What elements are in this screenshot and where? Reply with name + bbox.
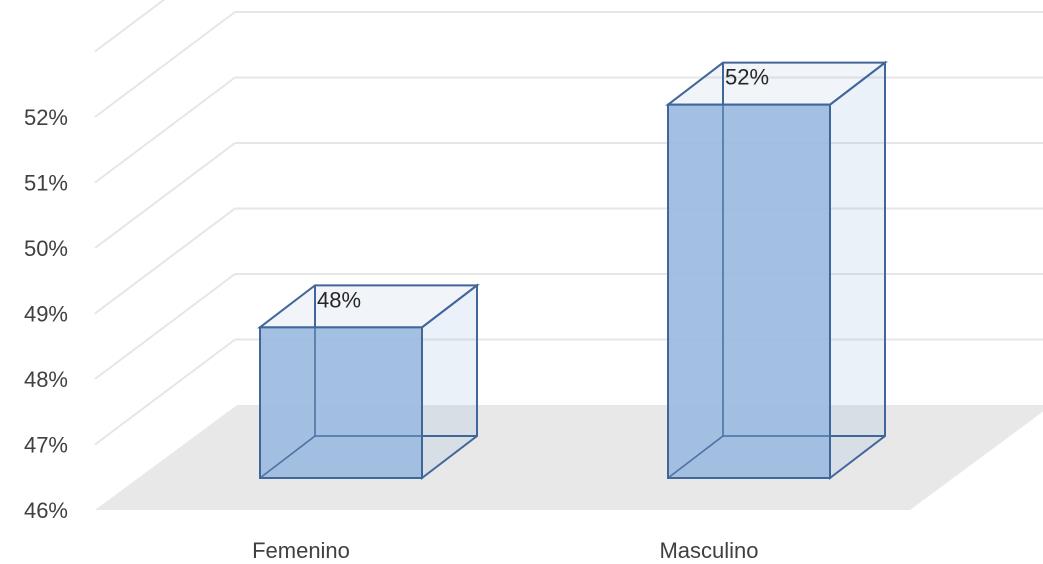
bar-front-face [259,326,423,479]
chart-floor [95,405,1043,510]
y-tick-label: 50% [24,236,68,261]
bar-side-face [829,60,886,481]
x-category-label-femenino: Femenino [252,538,350,563]
x-category-label-masculino: Masculino [659,538,758,563]
bar-masculino [665,60,888,481]
bars-layer [257,60,888,481]
side-gridline [94,11,236,118]
bar-femenino [257,283,480,481]
y-tick-label: 48% [24,367,68,392]
data-label-masculino: 52% [725,65,769,90]
y-axis-tick-labels: 46% 47% 48% 49% 50% 51% 52% [24,105,68,523]
y-tick-label: 51% [24,171,68,196]
data-label-femenino: 48% [317,287,361,312]
bar-front-face [667,103,831,480]
data-labels-layer: 48% 52% [317,65,769,313]
side-gridline [94,273,236,380]
chart-grid-layer [94,0,1043,446]
side-gridline [94,142,236,249]
y-tick-label: 52% [24,105,68,130]
x-axis-category-labels: Femenino Masculino [252,538,758,563]
side-gridline [94,207,236,315]
side-gridline [94,0,166,53]
y-tick-label: 47% [24,433,68,458]
bar-inner-floor-edge [259,435,316,479]
side-gridline [94,76,236,184]
bar-inner-floor-edge [667,435,724,479]
y-tick-label: 49% [24,302,68,327]
side-gridline [94,338,236,446]
chart-floor-layer [95,405,1043,510]
y-tick-label: 46% [24,498,68,523]
